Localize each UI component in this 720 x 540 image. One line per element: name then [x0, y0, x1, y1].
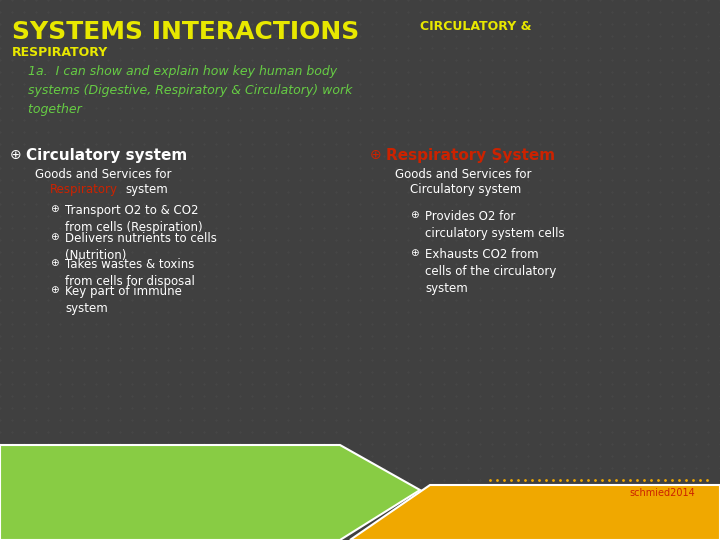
Text: RESPIRATORY: RESPIRATORY [12, 46, 108, 59]
Text: Circulatory system: Circulatory system [410, 183, 521, 196]
Text: ⊕: ⊕ [50, 285, 59, 295]
Text: Respiratory System: Respiratory System [386, 148, 555, 163]
Text: SYSTEMS INTERACTIONS: SYSTEMS INTERACTIONS [12, 20, 359, 44]
Text: Goods and Services for: Goods and Services for [35, 168, 171, 181]
Polygon shape [0, 445, 420, 540]
Text: system: system [125, 183, 168, 196]
Text: Takes wastes & toxins
from cells for disposal: Takes wastes & toxins from cells for dis… [65, 258, 195, 288]
Text: ⊕: ⊕ [50, 258, 59, 268]
Text: CIRCULATORY &: CIRCULATORY & [420, 20, 531, 33]
Text: ⊕: ⊕ [50, 204, 59, 214]
Text: 1a.  I can show and explain how key human body
    systems (Digestive, Respirato: 1a. I can show and explain how key human… [12, 65, 352, 116]
Text: ⊕: ⊕ [10, 148, 22, 162]
Text: Provides O2 for
circulatory system cells: Provides O2 for circulatory system cells [425, 210, 564, 240]
Polygon shape [350, 485, 720, 540]
Text: Goods and Services for: Goods and Services for [395, 168, 531, 181]
Text: Transport O2 to & CO2
from cells (Respiration): Transport O2 to & CO2 from cells (Respir… [65, 204, 202, 234]
Text: Circulatory system: Circulatory system [26, 148, 187, 163]
Text: Delivers nutrients to cells
(Nutrition): Delivers nutrients to cells (Nutrition) [65, 232, 217, 262]
Text: ⊕: ⊕ [410, 210, 419, 220]
Text: ⊕: ⊕ [50, 232, 59, 242]
Text: Respiratory: Respiratory [50, 183, 118, 196]
Text: schmied2014: schmied2014 [629, 488, 695, 498]
Text: Key part of immune
system: Key part of immune system [65, 285, 182, 315]
Text: ⊕: ⊕ [370, 148, 382, 162]
Text: ⊕: ⊕ [410, 248, 419, 258]
Text: Exhausts CO2 from
cells of the circulatory
system: Exhausts CO2 from cells of the circulato… [425, 248, 557, 295]
